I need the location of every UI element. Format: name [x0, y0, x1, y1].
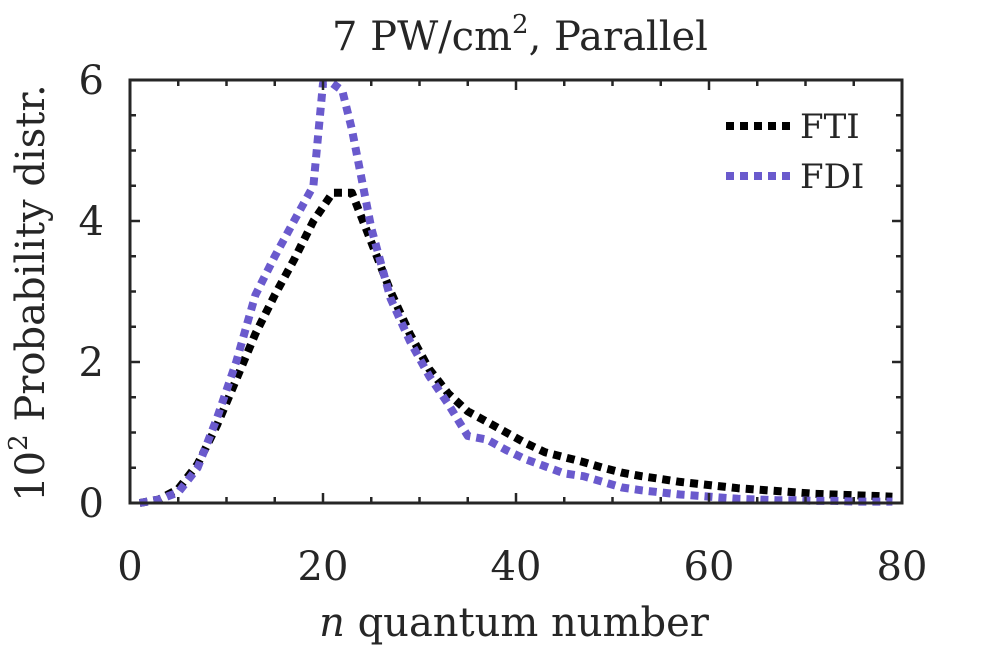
y-axis-title-superscript: 2 — [4, 434, 34, 451]
series-layer — [138, 79, 893, 507]
series-line-fdi — [138, 79, 893, 507]
legend: FTI FDI — [726, 107, 864, 197]
labels-layer: 0 20 40 60 80 0 2 4 6 — [79, 58, 928, 590]
chart-title: 7 PW/cm2, Parallel — [332, 10, 708, 60]
x-tick-label: 40 — [491, 544, 542, 590]
y-tick-label: 6 — [79, 58, 104, 104]
y-tick-label: 2 — [79, 340, 104, 386]
chart-title-main: 7 PW/cm — [332, 14, 512, 60]
y-axis-title: 102 Probability distr. — [4, 84, 54, 502]
y-tick-label: 0 — [79, 481, 104, 527]
x-tick-label: 60 — [684, 544, 735, 590]
x-axis-title-text-space — [345, 600, 358, 646]
y-tick-label: 4 — [79, 199, 104, 245]
legend-label-fdi: FDI — [800, 157, 864, 197]
y-axis-title-text: Probability distr. — [8, 84, 54, 421]
x-tick-label: 80 — [877, 544, 928, 590]
x-axis-title-text: quantum number — [358, 600, 710, 646]
x-tick-label: 0 — [117, 544, 142, 590]
x-axis-title-variable: n — [319, 600, 345, 646]
x-axis-title: n quantum number — [319, 600, 710, 646]
y-axis-title-base: 10 — [8, 451, 54, 502]
chart-title-tail: , Parallel — [529, 14, 708, 60]
series-line-fti — [138, 188, 893, 507]
chart-title-superscript: 2 — [512, 10, 529, 40]
axes-layer — [128, 78, 904, 505]
y-axis-title-text-space — [8, 422, 54, 435]
x-tick-label: 20 — [298, 544, 349, 590]
legend-label-fti: FTI — [800, 107, 860, 147]
